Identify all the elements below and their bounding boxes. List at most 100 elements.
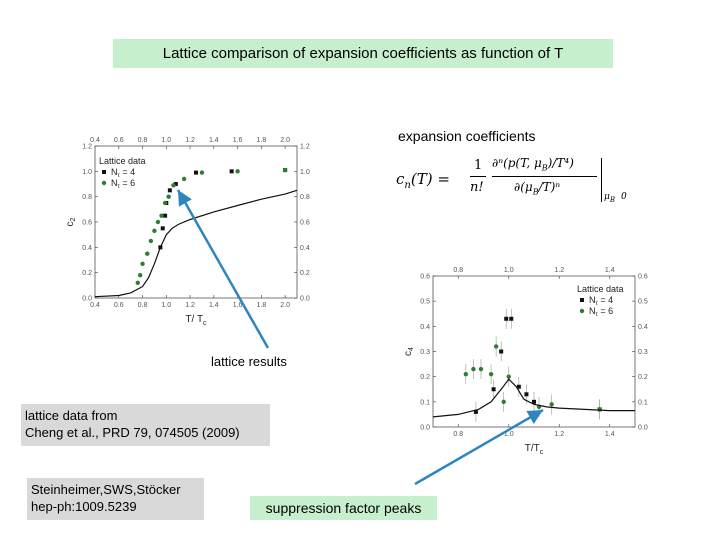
data-point-nt6 (235, 169, 240, 174)
x-tick-label-top: 1.0 (504, 267, 514, 274)
formula-deriv-num: ∂ⁿ(p(T, μB)/T⁴) (492, 156, 574, 173)
data-point-nt6 (137, 273, 143, 278)
formula-frac-line (470, 176, 486, 177)
authors-citation: Steinheimer,SWS,Stöcker hep-ph:1009.5239 (27, 478, 204, 520)
y-tick-label-right: 0.6 (300, 220, 310, 227)
data-point-nt6 (171, 183, 176, 188)
y-tick-label-right: 0.4 (300, 245, 310, 252)
y-tick-label: 0.2 (82, 270, 92, 277)
x-tick-label-top: 2.0 (280, 137, 290, 144)
x-tick-label: 0.6 (114, 302, 124, 309)
y-tick-label-right: 0.4 (638, 324, 648, 331)
y-tick-label-right: 0.1 (638, 399, 648, 406)
x-tick-label: 0.4 (90, 302, 100, 309)
citation-line-2: Cheng et al., PRD 79, 074505 (2009) (25, 425, 240, 440)
y-tick-label-right: 1.0 (300, 169, 310, 176)
x-tick-label-top: 0.8 (453, 267, 463, 274)
x-tick-label-top: 0.6 (114, 137, 124, 144)
legend-marker-nt6 (579, 308, 585, 314)
x-tick-label-top: 0.8 (138, 137, 148, 144)
x-tick-label-top: 1.4 (209, 137, 219, 144)
slide-title: Lattice comparison of expansion coeffici… (113, 39, 613, 68)
legend-entry-sub: τ (596, 301, 599, 307)
data-point-nt4 (229, 169, 234, 174)
data-point-nt6 (140, 261, 145, 266)
formula-deriv-den: ∂(μB/T)ⁿ (514, 180, 561, 197)
x-axis-label-sub: c (203, 320, 207, 327)
data-point-nt6 (148, 238, 154, 244)
data-point-nt6 (199, 170, 205, 175)
x-tick-label-top: 1.2 (185, 137, 195, 144)
c4-chart: 0.8 0.8 1.0 1.0 1.2 1.2 1.4 1.4 0.0 0.0 0.1 0.1 0.2 0… (403, 267, 648, 456)
data-point-nt4 (194, 170, 198, 175)
data-point-nt4 (516, 384, 521, 389)
x-tick-label-top: 1.6 (233, 137, 243, 144)
slide-title-text: Lattice comparison of expansion coeffici… (162, 45, 564, 62)
data-point-nt4 (499, 349, 504, 354)
x-tick-label: 1.0 (161, 302, 171, 309)
x-tick-label: 0.8 (453, 431, 463, 438)
y-tick-label-right: 0.8 (300, 194, 310, 201)
data-point-nt4 (160, 226, 165, 231)
x-tick-label: 1.6 (233, 302, 243, 309)
data-point-nt4 (173, 182, 178, 186)
data-point-nt6 (162, 200, 168, 206)
data-point-nt6 (135, 280, 140, 285)
x-axis-label: T/ Tc (185, 314, 207, 327)
x-tick-label: 2.0 (280, 302, 290, 309)
formula-frac-num: 1 (474, 158, 483, 173)
data-point-nt4 (509, 316, 514, 321)
formula-eval: μB 0 (604, 192, 627, 204)
legend-title: Lattice data (99, 156, 146, 166)
legend-entry: Nτ = 4 (111, 167, 135, 179)
y-tick-label: 0.4 (82, 245, 92, 252)
x-tick-label-top: 1.0 (161, 137, 171, 144)
authors-line-2: hep-ph:1009.5239 (31, 499, 137, 514)
data-point-nt6 (282, 167, 288, 173)
formula-frac-den: n! (470, 180, 484, 195)
y-tick-label: 0.6 (420, 274, 430, 281)
y-tick-label-right: 0.2 (300, 270, 310, 277)
legend-title: Lattice data (577, 284, 624, 294)
legend-entry-suffix: = 4 (120, 167, 135, 177)
x-tick-label-top: 1.2 (554, 267, 564, 274)
lattice-results-label: lattice results (211, 354, 287, 369)
citation-line-1: lattice data from (25, 408, 118, 423)
x-tick-label: 1.2 (554, 431, 564, 438)
data-point-nt4 (167, 188, 172, 193)
x-tick-label: 1.2 (185, 302, 195, 309)
formula-lhs: cn(T) = (396, 170, 450, 191)
data-point-nt6 (155, 219, 161, 225)
data-point-nt6 (159, 213, 164, 218)
expansion-label: expansion coefficients (398, 128, 536, 144)
y-tick-label: 0.4 (420, 324, 430, 331)
data-point-nt6 (181, 176, 187, 182)
data-point-nt6 (493, 344, 499, 349)
y-tick-label-right: 0.0 (638, 425, 648, 432)
y-axis-label-sub: 2 (70, 217, 77, 221)
y-tick-label: 0.3 (420, 349, 430, 356)
formula: cn(T) = 1 n! ∂ⁿ(p(T, μB)/T⁴) ∂(μB/T)ⁿ μB… (396, 156, 646, 208)
series-curve (94, 189, 298, 298)
data-point-nt6 (501, 399, 506, 405)
data-point-nt4 (504, 316, 509, 321)
suppression-label-text: suppression factor peaks (265, 500, 422, 516)
legend-entry: Nτ = 6 (111, 178, 135, 190)
data-point-nt4 (491, 387, 496, 392)
legend-entry-sub: τ (596, 312, 599, 318)
y-tick-label: 0.0 (82, 296, 92, 303)
y-axis-label: c4 (403, 347, 415, 356)
data-point-nt6 (597, 407, 602, 412)
y-tick-label-right: 0.2 (638, 374, 648, 381)
y-tick-label: 0.0 (420, 425, 430, 432)
x-tick-label: 1.4 (209, 302, 219, 309)
data-point-nt6 (549, 402, 554, 407)
data-point-nt6 (506, 374, 511, 379)
y-tick-label-right: 0.3 (638, 349, 648, 356)
legend-entry-suffix: = 6 (598, 306, 613, 316)
y-tick-label-right: 0.0 (300, 296, 310, 303)
data-point-nt6 (463, 371, 469, 377)
y-tick-label: 0.2 (420, 374, 430, 381)
formula-deriv-line (492, 176, 597, 177)
data-point-nt6 (478, 366, 484, 372)
